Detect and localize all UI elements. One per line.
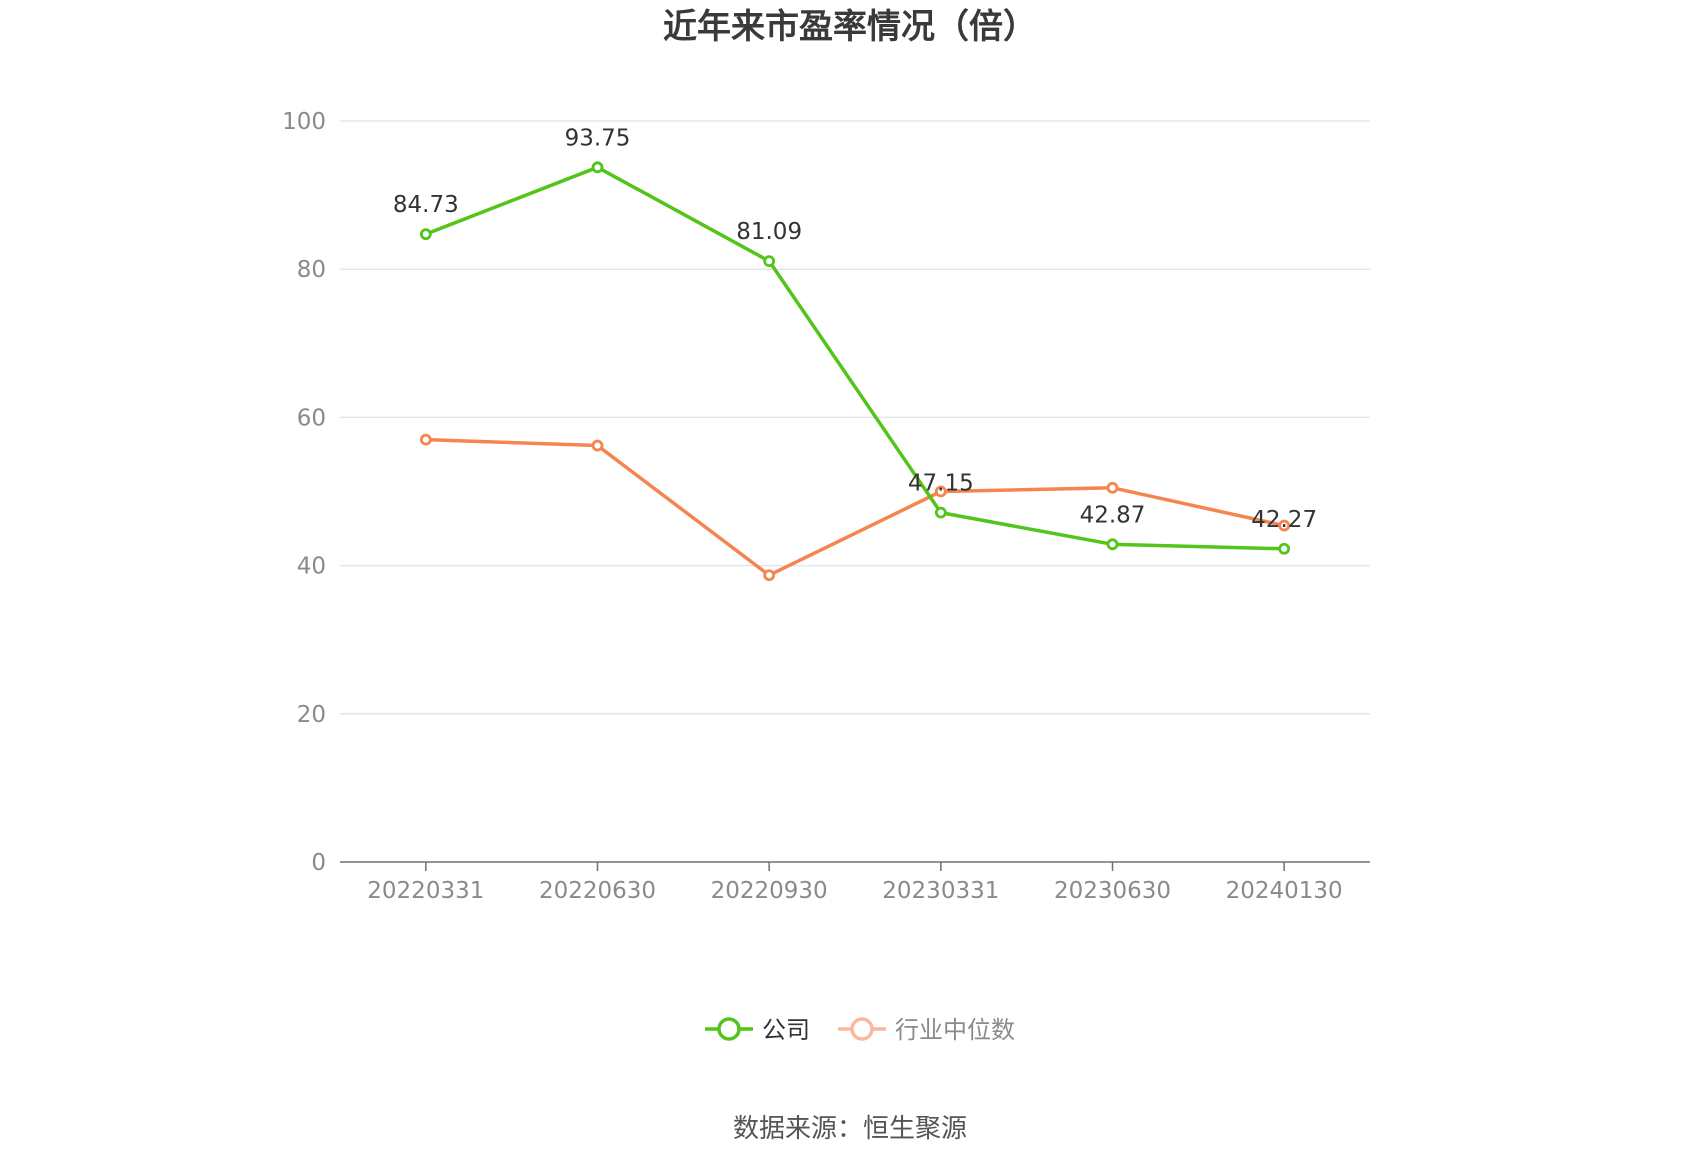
data-label: 42.87	[1080, 502, 1146, 528]
y-tick-label: 20	[297, 702, 326, 728]
data-point[interactable]	[419, 433, 432, 446]
legend[interactable]: 公司 行业中位数	[705, 1016, 1015, 1044]
data-label: 47.15	[908, 471, 974, 497]
data-label: 81.09	[736, 219, 802, 245]
data-point[interactable]	[591, 161, 604, 174]
y-tick-label: 60	[297, 405, 326, 431]
grid	[340, 120, 1370, 715]
data-label: 84.73	[393, 192, 459, 218]
axes: 0 20 40 60 80 100 20220331 20220630 20220930 2023…	[282, 109, 1370, 904]
x-tick-label: 20220331	[367, 878, 484, 904]
data-labels: 84.73 93.75 81.09 47.15 42.87 42.27	[393, 125, 1317, 532]
data-label: 42.27	[1251, 507, 1317, 533]
data-point[interactable]	[1106, 481, 1119, 494]
data-point[interactable]	[591, 439, 604, 452]
series-line	[425, 165, 1285, 551]
legend-item[interactable]: 公司	[705, 1016, 810, 1044]
x-tick-label: 20240130	[1226, 878, 1343, 904]
legend-label: 行业中位数	[895, 1016, 1015, 1044]
legend-marker-icon	[717, 1017, 741, 1041]
x-tick-label: 20230331	[882, 878, 999, 904]
x-tick-label: 20220630	[539, 878, 656, 904]
data-label: 93.75	[565, 125, 631, 151]
data-point[interactable]	[934, 506, 947, 519]
legend-marker-icon	[850, 1017, 874, 1041]
data-point[interactable]	[763, 569, 776, 582]
x-tick-label: 20220930	[711, 878, 828, 904]
y-tick-label: 40	[297, 554, 326, 580]
data-point[interactable]	[763, 255, 776, 268]
legend-item[interactable]: 行业中位数	[838, 1016, 1015, 1044]
legend-label: 公司	[762, 1016, 810, 1044]
series	[419, 161, 1291, 582]
y-tick-label: 80	[297, 257, 326, 283]
y-tick-label: 100	[282, 109, 326, 135]
series-line	[425, 437, 1285, 577]
data-point[interactable]	[1106, 538, 1119, 551]
data-point[interactable]	[934, 485, 947, 498]
data-point[interactable]	[1278, 542, 1291, 555]
chart-title: 近年来市盈率情况（倍）	[663, 7, 1037, 47]
source-note: 数据来源：恒生聚源	[733, 1114, 967, 1144]
y-tick-label: 0	[311, 850, 326, 876]
data-point[interactable]	[1278, 519, 1291, 532]
x-tick-label: 20230630	[1054, 878, 1171, 904]
data-point[interactable]	[419, 228, 432, 241]
